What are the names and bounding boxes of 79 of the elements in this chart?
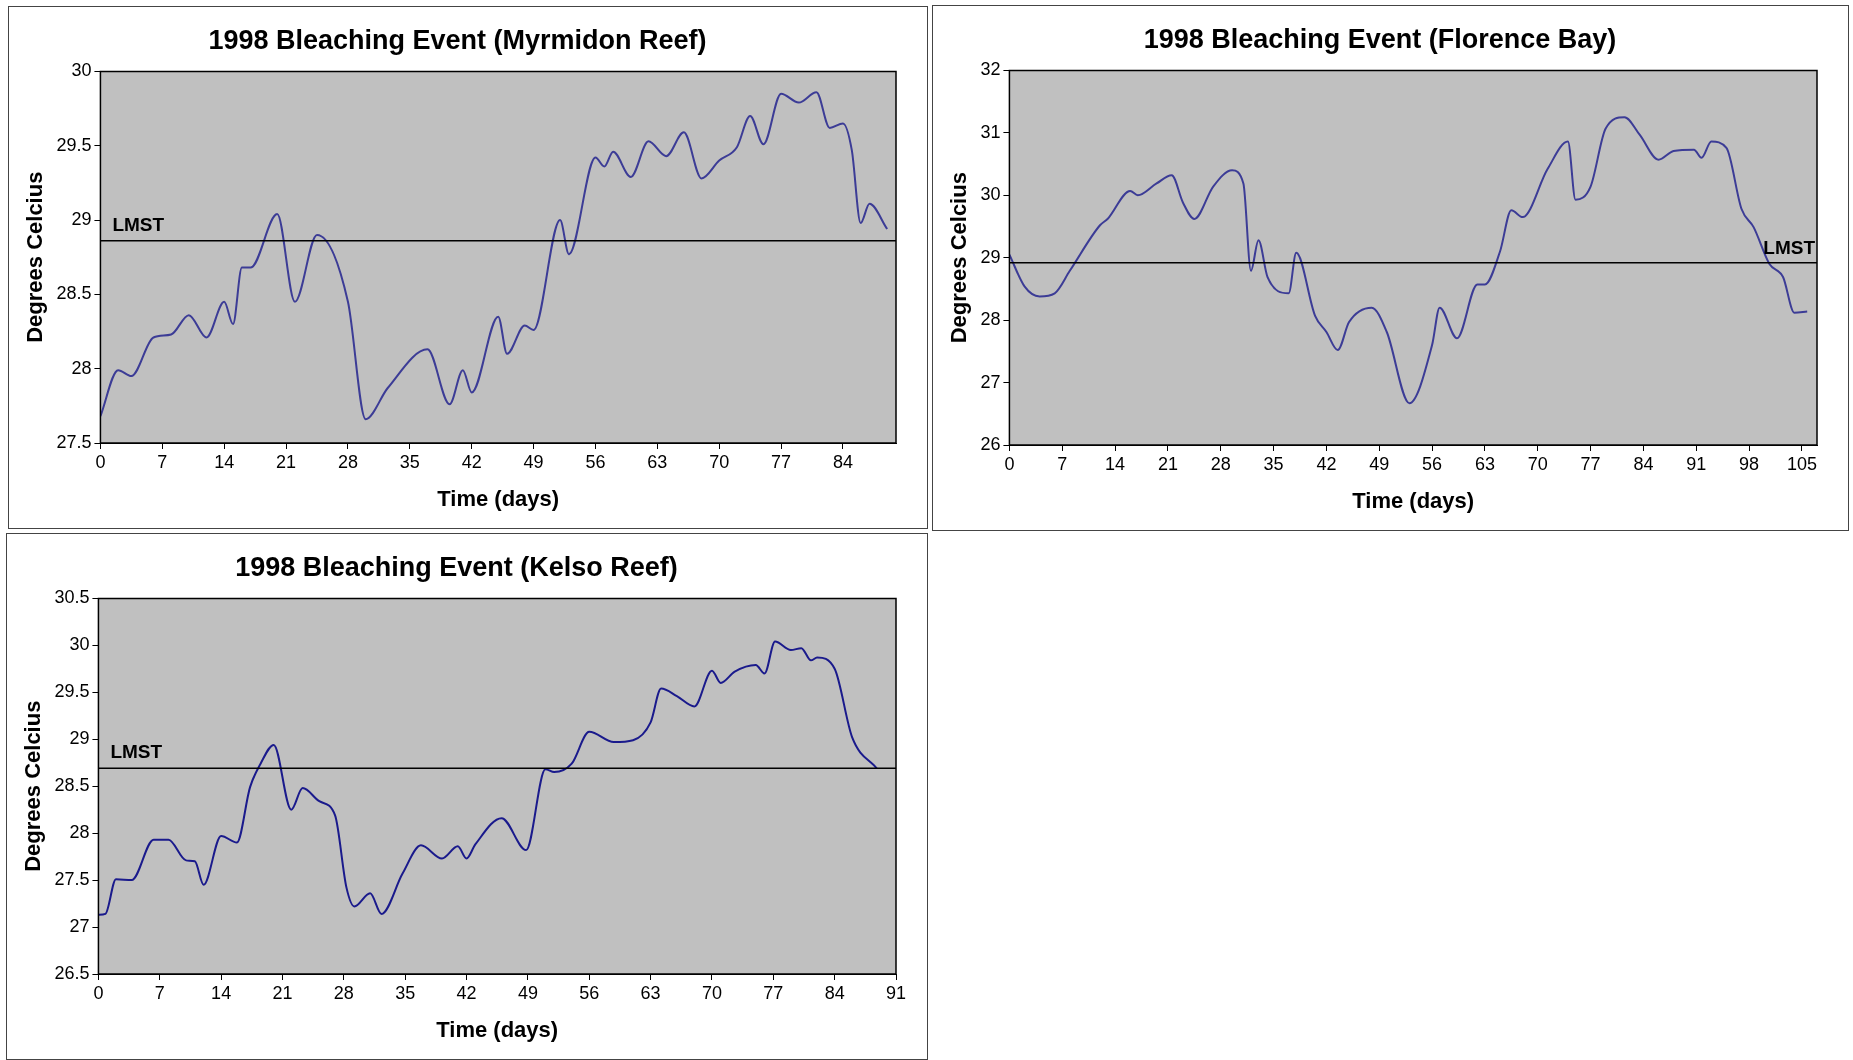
x-tick-label: 21: [272, 982, 293, 1003]
x-tick-label: 14: [211, 982, 232, 1003]
y-tick-label: 32: [980, 59, 1001, 80]
x-tick-label: 7: [154, 982, 165, 1003]
x-tick-label: 49: [1369, 453, 1390, 474]
x-tick-label: 14: [1105, 453, 1126, 474]
x-tick-label: 84: [1633, 453, 1654, 474]
x-tick-label: 28: [337, 451, 358, 472]
x-tick-label: 21: [1157, 453, 1178, 474]
line-series: [98, 640, 878, 916]
x-tick-label: 63: [647, 451, 668, 472]
y-axis-title: Degrees Celcius: [946, 172, 972, 344]
y-axis-title: Degrees Celcius: [20, 700, 46, 872]
x-tick-label: 56: [579, 982, 600, 1003]
x-tick-label: 70: [1527, 453, 1548, 474]
y-tick-label: 27: [69, 916, 90, 937]
x-tick-label: 84: [832, 451, 853, 472]
ref-line-label: LMST: [110, 741, 163, 763]
y-tick-label: 29.5: [56, 134, 92, 155]
x-tick-label: 77: [763, 982, 784, 1003]
x-tick-label: 0: [93, 982, 104, 1003]
x-tick-label: 42: [461, 451, 482, 472]
x-tick-label: 7: [1057, 453, 1068, 474]
y-tick-label: 30: [71, 60, 92, 81]
x-tick-label: 70: [709, 451, 730, 472]
y-tick-label: 28.5: [56, 283, 92, 304]
x-tick-label: 91: [1686, 453, 1707, 474]
x-tick-label: 35: [395, 982, 416, 1003]
y-tick-label: 29: [980, 246, 1001, 267]
x-axis-title: Time (days): [1352, 487, 1475, 513]
ref-line-label: LMST: [112, 213, 165, 235]
x-tick-label: 63: [640, 982, 661, 1003]
y-tick-label: 27.5: [56, 431, 92, 452]
x-tick-label: 77: [771, 451, 792, 472]
x-tick-label: 14: [214, 451, 235, 472]
ref-line-label: LMST: [1763, 237, 1816, 259]
x-tick-label: 91: [885, 982, 907, 1003]
x-tick-label: 42: [1316, 453, 1337, 474]
x-tick-label: 56: [1422, 453, 1443, 474]
x-tick-label: 35: [1263, 453, 1284, 474]
x-tick-label: 7: [157, 451, 168, 472]
x-tick-label: 70: [701, 982, 722, 1003]
x-tick-label: 98: [1739, 453, 1760, 474]
x-tick-label: 56: [585, 451, 606, 472]
x-axis-title: Time (days): [436, 1016, 559, 1042]
line-series: [100, 91, 889, 421]
x-tick-label: 0: [1004, 453, 1015, 474]
chart-title: 1998 Bleaching Event (Florence Bay): [1143, 23, 1617, 54]
y-axis-title: Degrees Celcius: [22, 171, 48, 343]
x-tick-label: 35: [399, 451, 420, 472]
y-tick-label: 30: [980, 184, 1001, 205]
y-tick-label: 27: [980, 371, 1001, 392]
x-tick-label: 28: [333, 982, 354, 1003]
x-tick-label: 63: [1474, 453, 1495, 474]
x-tick-label: 42: [456, 982, 477, 1003]
y-tick-label: 26: [980, 433, 1001, 454]
y-tick-label: 28: [69, 822, 90, 843]
y-tick-label: 30.5: [54, 587, 90, 608]
x-tick-label: 0: [95, 451, 106, 472]
x-tick-label: 105: [1786, 453, 1817, 474]
x-axis-title: Time (days): [437, 485, 560, 511]
y-tick-label: 30: [69, 634, 90, 655]
x-tick-label: 21: [276, 451, 297, 472]
chart-title: 1998 Bleaching Event (Myrmidon Reef): [208, 24, 707, 55]
x-tick-label: 77: [1580, 453, 1601, 474]
y-tick-label: 28.5: [54, 775, 90, 796]
y-tick-label: 29: [69, 728, 90, 749]
y-tick-label: 27.5: [54, 869, 90, 890]
y-tick-label: 29.5: [54, 681, 90, 702]
y-tick-label: 28: [71, 357, 92, 378]
x-tick-label: 49: [517, 982, 538, 1003]
x-tick-label: 28: [1210, 453, 1231, 474]
x-tick-label: 84: [824, 982, 845, 1003]
chart-title: 1998 Bleaching Event (Kelso Reef): [235, 551, 678, 582]
y-tick-label: 31: [980, 121, 1001, 142]
y-tick-label: 28: [980, 309, 1001, 330]
y-tick-label: 26.5: [54, 962, 90, 983]
x-tick-label: 49: [523, 451, 544, 472]
y-tick-label: 29: [71, 209, 92, 230]
